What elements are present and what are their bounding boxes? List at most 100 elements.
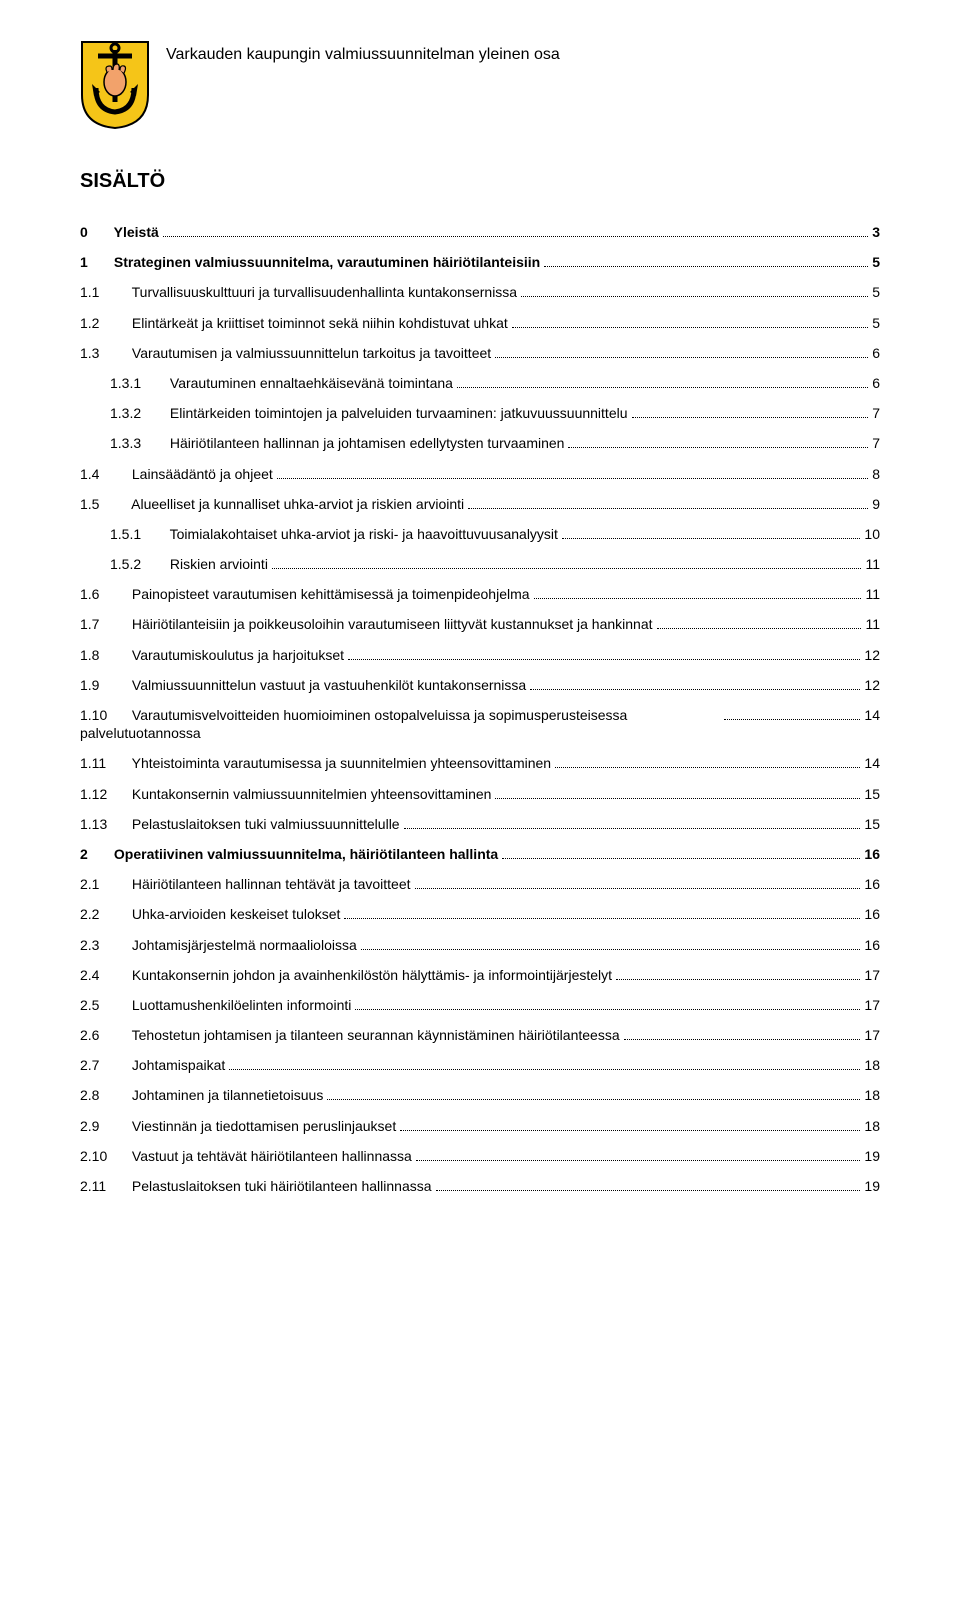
toc-number: 2.8 [80, 1086, 128, 1104]
toc-entry: 2.1 Häiriötilanteen hallinnan tehtävät j… [80, 875, 880, 893]
toc-dot-leader [400, 1130, 860, 1131]
toc-label: 1.3.2 Elintärkeiden toimintojen ja palve… [110, 404, 628, 422]
toc-number: 1.7 [80, 615, 128, 633]
toc-title: Strateginen valmiussuunnitelma, varautum… [110, 254, 540, 270]
toc-page-number: 9 [872, 495, 880, 513]
toc-title: Yhteistoiminta varautumisessa ja suunnit… [128, 755, 551, 771]
toc-title: Johtaminen ja tilannetietoisuus [128, 1087, 323, 1103]
toc-label: 2.8 Johtaminen ja tilannetietoisuus [80, 1086, 323, 1104]
toc-title: Varautuminen ennaltaehkäisevänä toiminta… [166, 375, 453, 391]
toc-number: 1.3.3 [110, 434, 166, 452]
toc-number: 2.9 [80, 1117, 128, 1135]
toc-dot-leader [495, 357, 868, 358]
toc-number: 2.5 [80, 996, 128, 1014]
toc-number: 2.11 [80, 1177, 128, 1195]
toc-label: 1.4 Lainsäädäntö ja ohjeet [80, 465, 273, 483]
toc-entry: 1.11 Yhteistoiminta varautumisessa ja su… [80, 754, 880, 772]
toc-label: 1.1 Turvallisuuskulttuuri ja turvallisuu… [80, 283, 517, 301]
toc-title: Kuntakonsernin johdon ja avainhenkilöstö… [128, 967, 612, 983]
toc-entry: 1.6 Painopisteet varautumisen kehittämis… [80, 585, 880, 603]
toc-page-number: 11 [865, 555, 880, 573]
toc-number: 2.2 [80, 905, 128, 923]
toc-page-number: 6 [872, 344, 880, 362]
toc-page-number: 11 [865, 615, 880, 633]
toc-number: 1.12 [80, 785, 128, 803]
toc-label: 1.11 Yhteistoiminta varautumisessa ja su… [80, 754, 551, 772]
toc-title: Pelastuslaitoksen tuki valmiussuunnittel… [128, 816, 400, 832]
toc-number: 1.10 [80, 706, 128, 724]
toc-page-number: 15 [864, 785, 880, 803]
toc-page-number: 18 [864, 1056, 880, 1074]
toc-dot-leader [544, 266, 868, 267]
toc-label: 2.6 Tehostetun johtamisen ja tilanteen s… [80, 1026, 620, 1044]
toc-entry: 2.8 Johtaminen ja tilannetietoisuus 18 [80, 1086, 880, 1104]
toc-number: 1.13 [80, 815, 128, 833]
toc-number: 1.5 [80, 495, 128, 513]
toc-number: 1.5.2 [110, 555, 166, 573]
toc-entry: 1.7 Häiriötilanteisiin ja poikkeusoloihi… [80, 615, 880, 633]
toc-number: 2 [80, 845, 110, 863]
toc-entry: 2 Operatiivinen valmiussuunnitelma, häir… [80, 845, 880, 863]
toc-title: Johtamispaikat [128, 1057, 225, 1073]
toc-entry: 2.3 Johtamisjärjestelmä normaalioloissa 1… [80, 936, 880, 954]
toc-title: Vastuut ja tehtävät häiriötilanteen hall… [128, 1148, 412, 1164]
toc-dot-leader [229, 1069, 860, 1070]
toc-dot-leader [657, 628, 862, 629]
toc-number: 1.5.1 [110, 525, 166, 543]
toc-label: 2.2 Uhka-arvioiden keskeiset tulokset [80, 905, 340, 923]
toc-dot-leader [327, 1099, 860, 1100]
toc-number: 2.1 [80, 875, 128, 893]
toc-title: Pelastuslaitoksen tuki häiriötilanteen h… [128, 1178, 432, 1194]
toc-label: 1.5.1 Toimialakohtaiset uhka-arviot ja r… [110, 525, 558, 543]
toc-dot-leader [624, 1039, 861, 1040]
toc-page-number: 6 [872, 374, 880, 392]
toc-dot-leader [355, 1009, 860, 1010]
toc-page-number: 7 [872, 404, 880, 422]
toc-title: Elintärkeät ja kriittiset toiminnot sekä… [128, 315, 508, 331]
toc-dot-leader [361, 949, 861, 950]
toc-page-number: 14 [864, 706, 880, 724]
toc-title: Operatiivinen valmiussuunnitelma, häiriö… [110, 846, 498, 862]
toc-title: Painopisteet varautumisen kehittämisessä… [128, 586, 530, 602]
toc-dot-leader [568, 447, 868, 448]
toc-entry: 0 Yleistä3 [80, 223, 880, 241]
toc-title: Tehostetun johtamisen ja tilanteen seura… [128, 1027, 620, 1043]
toc-label: 1.7 Häiriötilanteisiin ja poikkeusoloihi… [80, 615, 653, 633]
toc-title: Lainsäädäntö ja ohjeet [128, 466, 273, 482]
toc-entry: 2.4 Kuntakonsernin johdon ja avainhenkil… [80, 966, 880, 984]
toc-label: 2 Operatiivinen valmiussuunnitelma, häir… [80, 845, 498, 863]
document-header: Varkauden kaupungin valmiussuunnitelman … [80, 40, 880, 130]
toc-page-number: 15 [864, 815, 880, 833]
toc-page-number: 18 [864, 1086, 880, 1104]
toc-label: 2.3 Johtamisjärjestelmä normaalioloissa [80, 936, 357, 954]
toc-entry: 1.1 Turvallisuuskulttuuri ja turvallisuu… [80, 283, 880, 301]
toc-entry: 2.11 Pelastuslaitoksen tuki häiriötilant… [80, 1177, 880, 1195]
toc-title: Elintärkeiden toimintojen ja palveluiden… [166, 405, 628, 421]
toc-page-number: 16 [864, 905, 880, 923]
toc-dot-leader [277, 478, 868, 479]
toc-label: 2.4 Kuntakonsernin johdon ja avainhenkil… [80, 966, 612, 984]
toc-dot-leader [521, 296, 868, 297]
toc-title: Varautumisen ja valmiussuunnittelun tark… [128, 345, 491, 361]
toc-label: 1.6 Painopisteet varautumisen kehittämis… [80, 585, 530, 603]
toc-entry: 1.5.1 Toimialakohtaiset uhka-arviot ja r… [80, 525, 880, 543]
toc-entry: 1.3.3 Häiriötilanteen hallinnan ja johta… [80, 434, 880, 452]
toc-dot-leader [348, 659, 860, 660]
toc-page-number: 18 [864, 1117, 880, 1135]
toc-dot-leader [555, 767, 860, 768]
toc-page-number: 16 [864, 936, 880, 954]
toc-label: 2.11 Pelastuslaitoksen tuki häiriötilant… [80, 1177, 432, 1195]
toc-label: 1.13 Pelastuslaitoksen tuki valmiussuunn… [80, 815, 400, 833]
toc-page-number: 17 [864, 966, 880, 984]
toc-page-number: 5 [872, 253, 880, 271]
toc-entry: 2.9 Viestinnän ja tiedottamisen peruslin… [80, 1117, 880, 1135]
toc-page-number: 5 [872, 314, 880, 332]
toc-number: 1.2 [80, 314, 128, 332]
toc-label: 1.12 Kuntakonsernin valmiussuunnitelmien… [80, 785, 491, 803]
toc-dot-leader [163, 236, 868, 237]
toc-entry: 1.4 Lainsäädäntö ja ohjeet8 [80, 465, 880, 483]
toc-page-number: 10 [864, 525, 880, 543]
toc-dot-leader [530, 689, 860, 690]
toc-number: 2.7 [80, 1056, 128, 1074]
toc-entry: 1.5 Alueelliset ja kunnalliset uhka-arvi… [80, 495, 880, 513]
